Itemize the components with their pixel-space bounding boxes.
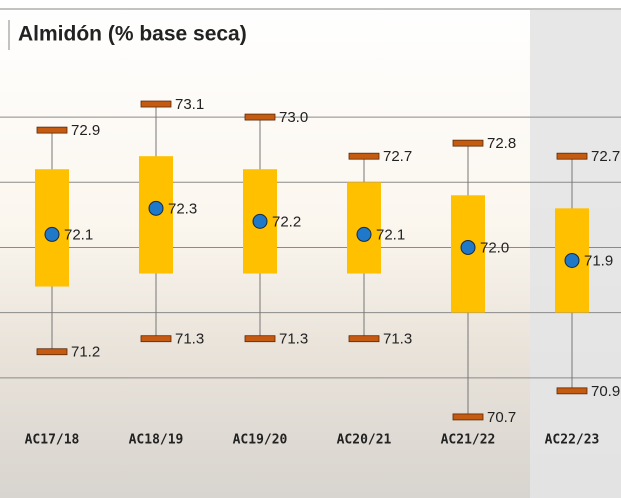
mean-label: 72.1 [376,226,405,243]
mean-marker [565,253,579,267]
min-label: 70.9 [591,383,620,400]
x-tick-label: AC22/23 [545,433,600,448]
max-marker [245,114,275,120]
min-label: 71.3 [383,331,412,348]
max-marker [557,153,587,159]
min-label: 71.3 [175,331,204,348]
max-label: 72.9 [71,122,100,139]
mean-label: 72.3 [168,200,197,217]
chart-title: Almidón (% base seca) [18,23,247,46]
max-marker [37,127,67,133]
min-marker [349,336,379,342]
x-tick-label: AC20/21 [337,433,392,448]
x-tick-label: AC17/18 [25,433,80,448]
max-marker [453,140,483,146]
min-marker [141,336,171,342]
max-label: 73.0 [279,109,308,126]
mean-label: 72.2 [272,213,301,230]
min-label: 71.3 [279,331,308,348]
max-marker [141,101,171,107]
min-marker [557,388,587,394]
chart: Almidón (% base seca) 72.9 71.2 72.1 AC17/1… [0,0,621,498]
background [0,0,621,498]
min-marker [37,349,67,355]
min-label: 71.2 [71,344,100,361]
x-tick-label: AC19/20 [233,433,288,448]
max-label: 73.1 [175,96,204,113]
x-tick-label: AC21/22 [441,433,496,448]
min-marker [245,336,275,342]
mean-label: 72.0 [480,239,509,256]
max-label: 72.7 [383,148,412,165]
max-label: 72.7 [591,148,620,165]
mean-label: 71.9 [584,252,613,269]
min-marker [453,414,483,420]
max-label: 72.8 [487,135,516,152]
mean-marker [253,214,267,228]
mean-label: 72.1 [64,226,93,243]
mean-marker [45,227,59,241]
min-label: 70.7 [487,409,516,426]
max-marker [349,153,379,159]
mean-marker [357,227,371,241]
x-tick-label: AC18/19 [129,433,184,448]
mean-marker [461,240,475,254]
mean-marker [149,201,163,215]
